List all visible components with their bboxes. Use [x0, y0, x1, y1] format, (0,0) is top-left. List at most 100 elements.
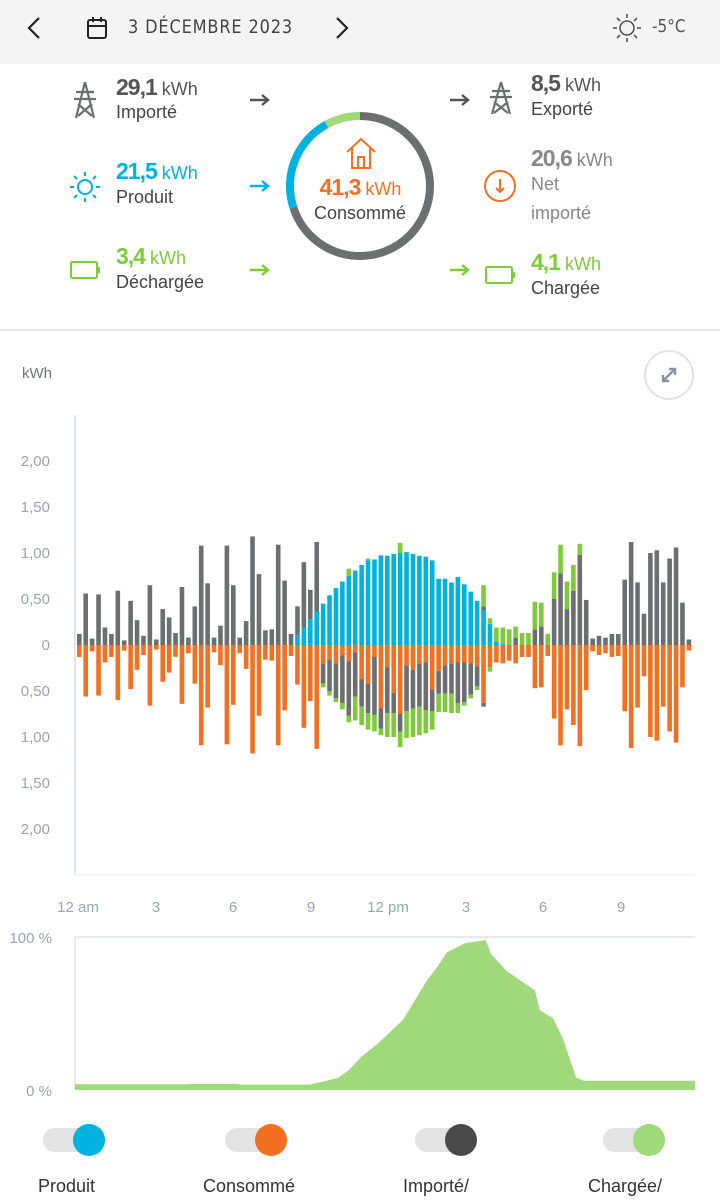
bar-consumed — [519, 645, 525, 657]
bar-consumed — [481, 645, 486, 703]
bar-imported — [218, 625, 223, 645]
bar-produced — [429, 560, 435, 645]
bar-consumed — [404, 645, 409, 666]
legend-toggle-consommé[interactable] — [225, 1124, 287, 1156]
legend-label: Produit — [38, 1176, 96, 1196]
bar-exported — [378, 708, 384, 729]
legend-toggle-produit[interactable] — [43, 1124, 105, 1156]
bar-consumed — [500, 645, 506, 664]
bar-consumed — [147, 645, 153, 706]
bar-produced — [410, 553, 416, 645]
bar-produced — [481, 610, 486, 645]
bar-imported — [115, 590, 121, 645]
bar-discharged — [571, 564, 576, 591]
bar-exported — [429, 689, 435, 712]
date-label[interactable]: 3 DÉCEMBRE 2023 — [128, 16, 293, 38]
bar-imported — [654, 550, 660, 645]
bar-consumed — [583, 645, 589, 691]
bar-imported — [166, 617, 172, 645]
x-tick-label: 12 am — [57, 899, 99, 916]
bar-consumed — [449, 645, 454, 664]
bar-consumed — [89, 645, 95, 652]
toggle-knob — [255, 1124, 287, 1156]
bar-consumed — [115, 645, 121, 701]
bar-exported — [352, 652, 358, 697]
bar-consumed — [468, 645, 474, 664]
bar-consumed — [134, 645, 140, 670]
bar-charged — [372, 714, 377, 732]
bar-consumed — [173, 645, 178, 657]
produced-value: 21,5 kWh — [116, 158, 198, 185]
bar-charged — [429, 711, 435, 730]
bar-consumed — [295, 645, 300, 685]
temperature: -5°C — [652, 16, 686, 37]
bar-exported — [436, 670, 441, 694]
bar-produced — [385, 555, 390, 645]
bar-consumed — [314, 645, 320, 749]
bar-imported — [660, 582, 666, 645]
battery-discharged-icon — [70, 261, 100, 279]
x-tick-label: 6 — [539, 899, 547, 916]
legend-label: Chargée/ — [588, 1176, 663, 1196]
bar-exported — [481, 702, 486, 707]
bar-consumed — [231, 645, 236, 705]
expand-icon — [661, 367, 677, 383]
bar-consumed — [513, 645, 518, 664]
bar-imported — [224, 545, 230, 645]
y-tick-label: 0 — [42, 637, 50, 654]
bar-exported — [372, 656, 377, 715]
net-amount: 20,6 — [531, 145, 573, 171]
legend-toggle-importé[interactable] — [415, 1124, 477, 1156]
bar-imported — [198, 545, 204, 645]
bar-imported — [551, 599, 557, 645]
bar-produced — [494, 641, 499, 645]
chevron-left-icon[interactable] — [26, 16, 42, 40]
bar-consumed — [506, 645, 512, 661]
legend-label: Importé/ — [403, 1176, 470, 1196]
consumed-unit: kWh — [365, 179, 402, 199]
expand-button[interactable] — [644, 350, 694, 400]
bar-consumed — [577, 645, 583, 747]
bar-imported — [109, 633, 114, 645]
bar-imported — [160, 609, 166, 645]
discharged-value: 3,4 kWh — [116, 243, 186, 270]
exported-amount: 8,5 — [531, 70, 561, 96]
bar-exported — [365, 683, 371, 714]
house-icon — [346, 137, 376, 169]
bar-imported — [673, 547, 679, 645]
bar-consumed — [359, 645, 364, 680]
bar-imported — [635, 582, 640, 645]
discharged-amount: 3,4 — [116, 243, 146, 269]
bar-charged — [391, 713, 397, 737]
calendar-icon[interactable] — [86, 16, 108, 40]
bar-produced — [455, 576, 461, 645]
bar-charged — [385, 713, 390, 737]
legend-toggle-chargée[interactable] — [603, 1124, 665, 1156]
bar-consumed — [198, 645, 204, 746]
bar-produced — [372, 559, 377, 645]
bar-consumed — [250, 645, 255, 754]
bar-imported — [102, 627, 108, 645]
bar-charged — [327, 691, 332, 696]
bar-charged — [442, 693, 448, 713]
bar-imported — [211, 637, 217, 645]
bar-charged — [404, 711, 409, 738]
bar-imported — [141, 635, 146, 645]
bar-consumed — [539, 645, 544, 688]
bar-discharged — [365, 558, 371, 561]
bar-consumed — [590, 645, 595, 652]
bar-consumed — [558, 645, 563, 746]
bar-charged — [423, 710, 429, 734]
bar-exported — [359, 679, 364, 707]
charged-amount: 4,1 — [531, 249, 561, 275]
bar-exported — [346, 661, 352, 716]
charged-value: 4,1 kWh — [531, 249, 601, 276]
bar-consumed — [282, 645, 287, 711]
bar-consumed — [391, 645, 397, 693]
soc-area — [75, 940, 695, 1090]
bar-exported — [468, 663, 474, 695]
bar-charged — [365, 713, 371, 730]
chevron-right-icon[interactable] — [334, 16, 350, 40]
bar-discharged — [506, 629, 512, 645]
bar-consumed — [680, 645, 685, 688]
